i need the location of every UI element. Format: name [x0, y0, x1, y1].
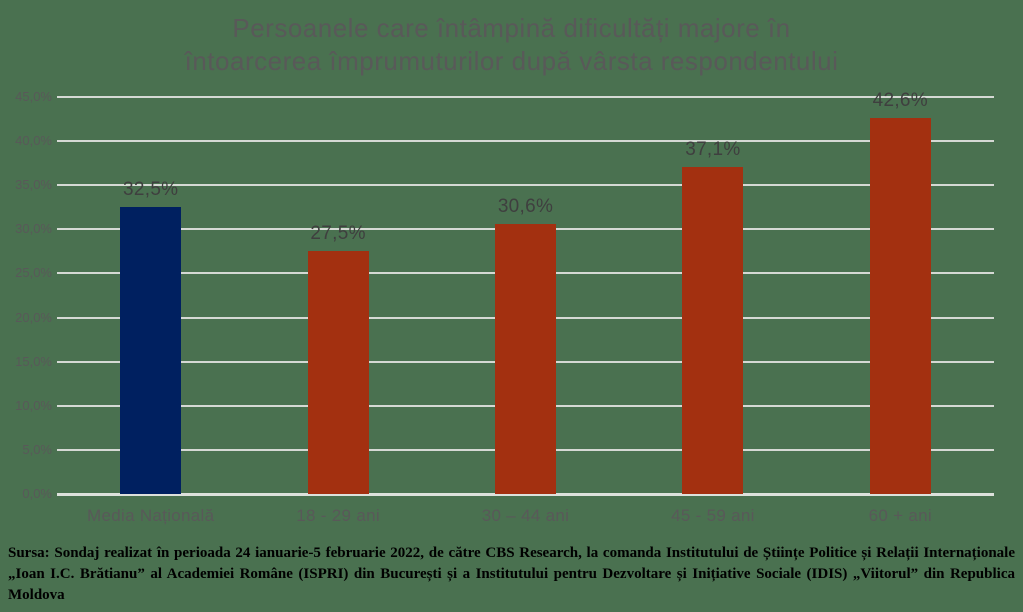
bar-media-nationala	[120, 207, 182, 494]
gridline	[57, 140, 994, 143]
bar-value-label: 42,6%	[872, 90, 928, 112]
y-tick-label: 10,0%	[15, 397, 52, 413]
y-tick-label: 40,0%	[15, 133, 52, 149]
bar-age-group-2	[495, 224, 556, 494]
bar-value-label: 30,6%	[497, 196, 554, 218]
category-label: Media Națională	[87, 506, 215, 525]
category-label: 60 + ani	[868, 506, 932, 525]
y-tick-label: 0,0%	[22, 486, 52, 501]
gridline	[57, 184, 994, 187]
category-label: 45 - 59 ani	[671, 506, 755, 525]
y-tick-label: 30,0%	[15, 221, 52, 237]
y-tick-label: 45,0%	[15, 89, 52, 104]
y-tick-label: 25,0%	[15, 265, 52, 281]
category-label: 18 - 29 ani	[296, 506, 380, 525]
y-tick-label: 5,0%	[22, 441, 52, 457]
y-tick-label: 15,0%	[15, 353, 52, 369]
gridline	[57, 96, 994, 98]
source-note: Sursa: Sondaj realizat în perioada 24 ia…	[8, 545, 1015, 603]
bar-age-group-3	[682, 166, 744, 494]
bar-age-group-4	[869, 118, 931, 494]
gridline	[57, 493, 994, 496]
bar-value-label: 27,5%	[310, 223, 366, 245]
category-label: 30 – 44 ani	[481, 506, 570, 525]
bar-age-group-1	[307, 251, 369, 494]
bar-value-label: 37,1%	[685, 138, 741, 160]
chart-title: Persoanele care întâmpină dificultăți ma…	[184, 13, 839, 76]
y-tick-label: 35,0%	[15, 177, 52, 193]
bar-value-label: 32,5%	[123, 179, 179, 201]
y-tick-label: 20,0%	[15, 309, 52, 325]
